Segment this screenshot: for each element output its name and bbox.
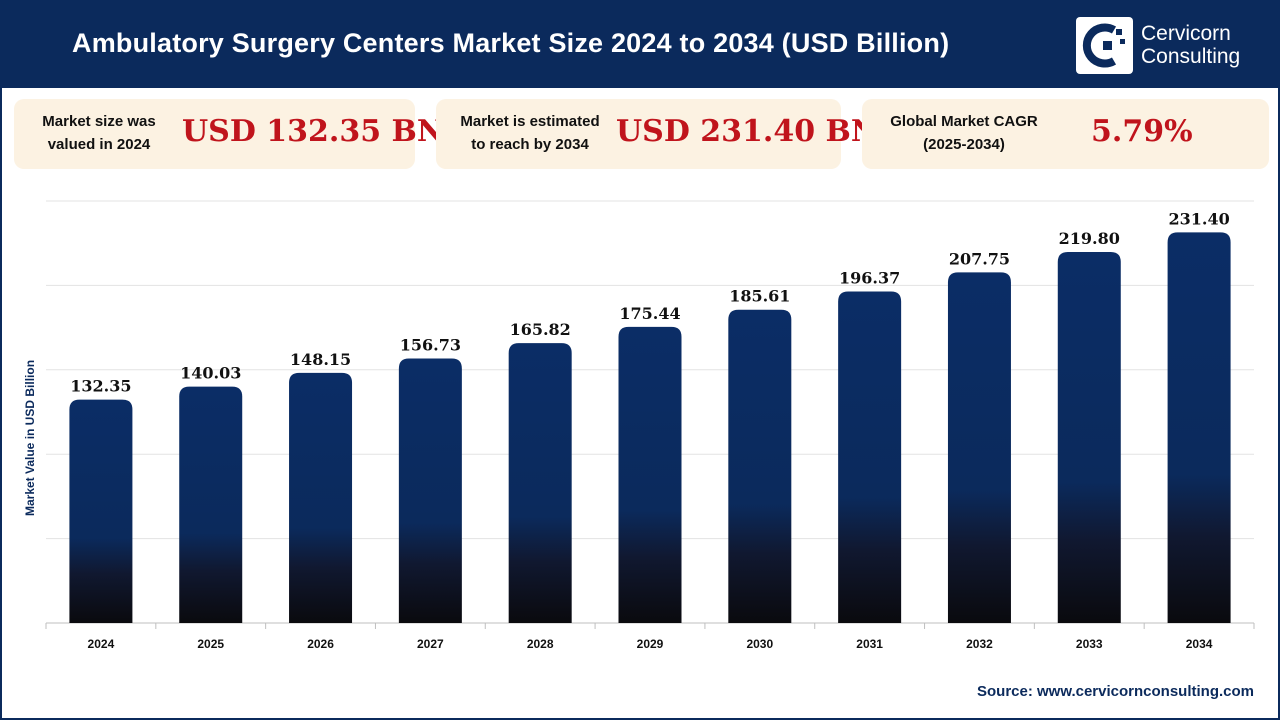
data-label-2025: 140.03 (180, 364, 241, 383)
bar-2033 (1057, 251, 1121, 623)
card-value: USD 132.35 BN (182, 114, 445, 149)
card-label: Market size was valued in 2024 (42, 113, 156, 153)
x-tick-label-2025: 2025 (197, 637, 224, 651)
chart-title: Ambulatory Surgery Centers Market Size 2… (72, 28, 950, 58)
bar-2029 (618, 326, 682, 623)
header-banner: Ambulatory Surgery Centers Market Size 2… (2, 2, 1278, 88)
x-tick-label-2030: 2030 (746, 637, 773, 651)
cervicorn-logo: Cervicorn Consulting (1076, 17, 1256, 75)
bar-2026 (289, 372, 353, 623)
bar-2031 (838, 291, 902, 623)
logo-mark-icon (1076, 17, 1133, 74)
data-label-2026: 148.15 (290, 350, 351, 369)
data-label-2028: 165.82 (510, 320, 571, 339)
bar-2024 (69, 399, 133, 623)
bar-2032 (947, 272, 1011, 623)
bar-2028 (508, 343, 572, 623)
data-label-2033: 219.80 (1059, 229, 1120, 248)
logo-line-2: Consulting (1141, 45, 1241, 68)
market-size-2034-card: Market is estimated to reach by 2034 USD… (436, 99, 878, 169)
data-label-2030: 185.61 (729, 287, 790, 306)
data-label-2031: 196.37 (839, 269, 900, 288)
bar-2034 (1167, 232, 1231, 624)
bar-chart: Market Value in USD Billion 132.35 2024 14… (23, 200, 1255, 651)
x-tick-label-2033: 2033 (1076, 637, 1103, 651)
data-label-2024: 132.35 (70, 377, 131, 396)
x-tick-label-2031: 2031 (856, 637, 883, 651)
logo-text: Cervicorn Consulting (1141, 22, 1240, 68)
logo-line-1: Cervicorn (1141, 22, 1231, 45)
y-axis-title: Market Value in USD Billion (23, 360, 37, 516)
x-tick-label-2032: 2032 (966, 637, 993, 651)
x-tick-label-2026: 2026 (307, 637, 334, 651)
market-size-2024-card: Market size was valued in 2024 USD 132.3… (14, 99, 444, 169)
x-tick-label-2028: 2028 (527, 637, 554, 651)
cagr-card: Global Market CAGR (2025-2034) 5.79% (862, 99, 1269, 169)
bars: 132.35 2024 140.03 2025 148.15 2026 156.73 2027… (69, 209, 1231, 651)
card-value: USD 231.40 BN (616, 114, 879, 149)
bar-2027 (398, 358, 462, 623)
bar-2025 (179, 386, 243, 623)
x-tick-label-2024: 2024 (88, 637, 115, 651)
card-label: Market is estimated to reach by 2034 (460, 113, 600, 153)
card-label: Global Market CAGR (2025-2034) (890, 113, 1038, 153)
data-label-2027: 156.73 (400, 335, 461, 354)
card-value: 5.79% (1091, 114, 1193, 149)
data-label-2034: 231.40 (1168, 209, 1229, 228)
x-tick-label-2027: 2027 (417, 637, 444, 651)
x-tick-label-2029: 2029 (637, 637, 664, 651)
bar-2030 (728, 309, 792, 623)
source-note: Source: www.cervicornconsulting.com (976, 683, 1254, 700)
data-label-2032: 207.75 (949, 249, 1010, 268)
x-tick-label-2034: 2034 (1186, 637, 1213, 651)
data-label-2029: 175.44 (619, 304, 680, 323)
